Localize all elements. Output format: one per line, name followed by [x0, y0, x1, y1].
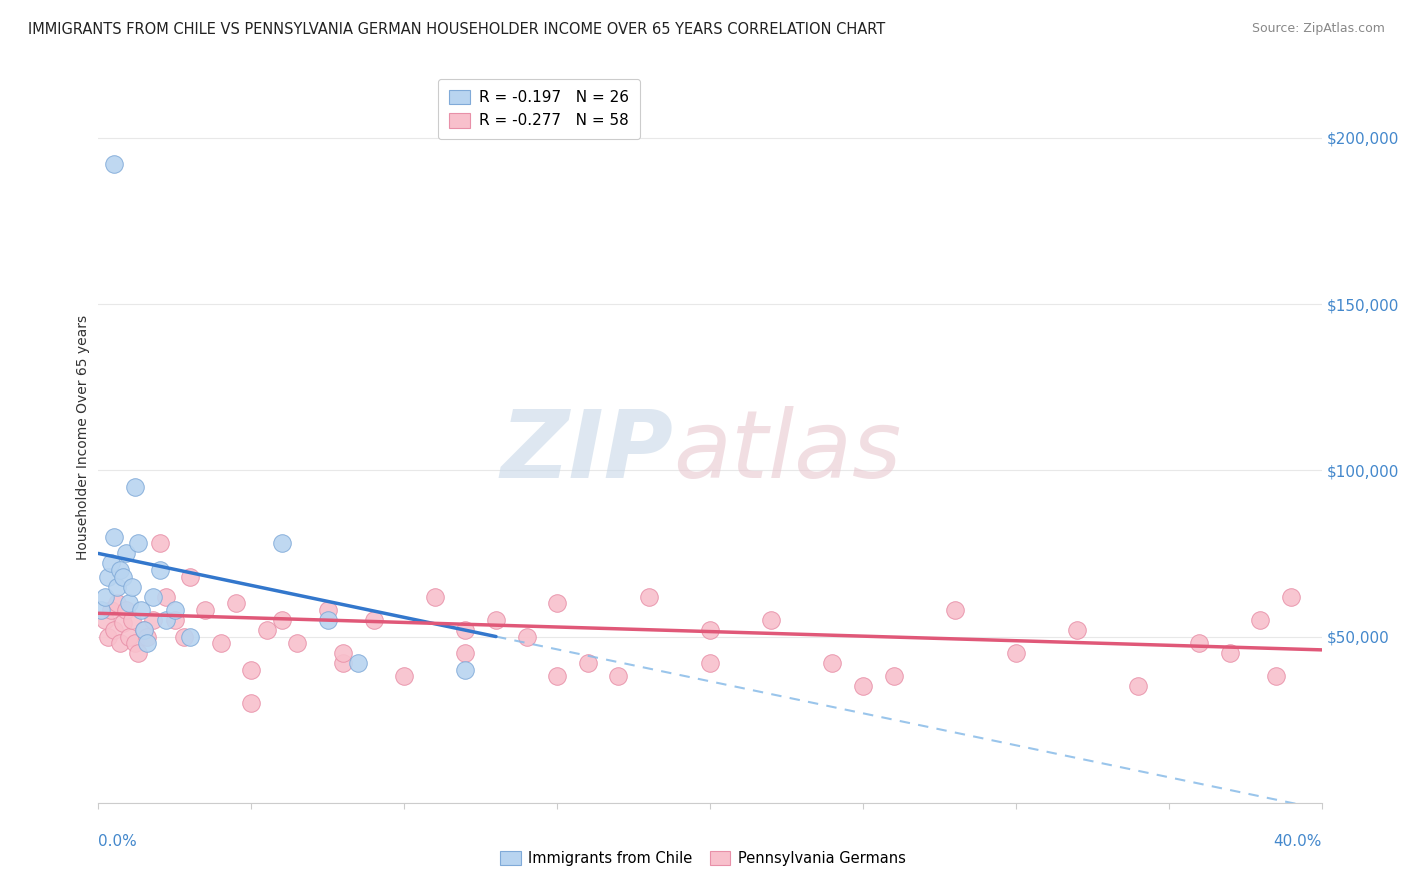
- Text: Source: ZipAtlas.com: Source: ZipAtlas.com: [1251, 22, 1385, 36]
- Point: [576, 656, 599, 670]
- Point: [637, 590, 661, 604]
- Point: [454, 623, 477, 637]
- Point: [546, 669, 568, 683]
- Point: [363, 613, 385, 627]
- Point: [173, 630, 195, 644]
- Point: [285, 636, 308, 650]
- Point: [852, 680, 875, 694]
- Point: [100, 557, 122, 571]
- Point: [90, 603, 112, 617]
- Point: [100, 603, 122, 617]
- Text: atlas: atlas: [673, 406, 901, 497]
- Point: [121, 580, 143, 594]
- Point: [821, 656, 844, 670]
- Point: [607, 669, 630, 683]
- Point: [136, 636, 159, 650]
- Point: [1004, 646, 1026, 660]
- Point: [111, 616, 134, 631]
- Point: [270, 536, 292, 550]
- Point: [134, 623, 156, 637]
- Point: [699, 656, 721, 670]
- Point: [103, 157, 125, 171]
- Point: [256, 623, 278, 637]
- Point: [316, 603, 339, 617]
- Point: [124, 480, 146, 494]
- Point: [454, 663, 477, 677]
- Point: [115, 603, 138, 617]
- Point: [516, 630, 538, 644]
- Point: [163, 603, 186, 617]
- Point: [163, 613, 186, 627]
- Point: [332, 656, 354, 670]
- Point: [149, 536, 172, 550]
- Point: [127, 536, 149, 550]
- Point: [194, 603, 217, 617]
- Text: 40.0%: 40.0%: [1274, 834, 1322, 849]
- Point: [142, 613, 165, 627]
- Text: IMMIGRANTS FROM CHILE VS PENNSYLVANIA GERMAN HOUSEHOLDER INCOME OVER 65 YEARS CO: IMMIGRANTS FROM CHILE VS PENNSYLVANIA GE…: [28, 22, 886, 37]
- Point: [129, 603, 152, 617]
- Point: [108, 563, 131, 577]
- Point: [155, 613, 177, 627]
- Point: [209, 636, 232, 650]
- Point: [546, 596, 568, 610]
- Text: 0.0%: 0.0%: [98, 834, 138, 849]
- Point: [155, 590, 177, 604]
- Point: [392, 669, 416, 683]
- Point: [115, 546, 138, 560]
- Point: [142, 590, 165, 604]
- Point: [699, 623, 721, 637]
- Point: [759, 613, 782, 627]
- Point: [1188, 636, 1211, 650]
- Point: [103, 530, 125, 544]
- Point: [316, 613, 339, 627]
- Point: [149, 563, 172, 577]
- Point: [270, 613, 292, 627]
- Point: [108, 636, 131, 650]
- Point: [332, 646, 354, 660]
- Point: [225, 596, 247, 610]
- Point: [105, 580, 128, 594]
- Point: [1128, 680, 1150, 694]
- Point: [136, 630, 159, 644]
- Text: ZIP: ZIP: [501, 406, 673, 498]
- Point: [97, 570, 120, 584]
- Legend: Immigrants from Chile, Pennsylvania Germans: Immigrants from Chile, Pennsylvania Germ…: [495, 846, 911, 871]
- Point: [423, 590, 446, 604]
- Point: [118, 630, 141, 644]
- Point: [1264, 669, 1286, 683]
- Point: [240, 663, 263, 677]
- Point: [1279, 590, 1302, 604]
- Point: [93, 590, 115, 604]
- Point: [1249, 613, 1271, 627]
- Point: [1219, 646, 1241, 660]
- Point: [111, 570, 134, 584]
- Point: [124, 636, 146, 650]
- Point: [179, 630, 201, 644]
- Y-axis label: Householder Income Over 65 years: Householder Income Over 65 years: [76, 315, 90, 559]
- Point: [454, 646, 477, 660]
- Point: [97, 630, 120, 644]
- Point: [134, 623, 156, 637]
- Point: [127, 646, 149, 660]
- Legend: R = -0.197   N = 26, R = -0.277   N = 58: R = -0.197 N = 26, R = -0.277 N = 58: [437, 79, 640, 139]
- Point: [93, 613, 115, 627]
- Point: [347, 656, 370, 670]
- Point: [943, 603, 966, 617]
- Point: [105, 596, 128, 610]
- Point: [103, 623, 125, 637]
- Point: [883, 669, 905, 683]
- Point: [179, 570, 201, 584]
- Point: [118, 596, 141, 610]
- Point: [1066, 623, 1088, 637]
- Point: [485, 613, 508, 627]
- Point: [240, 696, 263, 710]
- Point: [121, 613, 143, 627]
